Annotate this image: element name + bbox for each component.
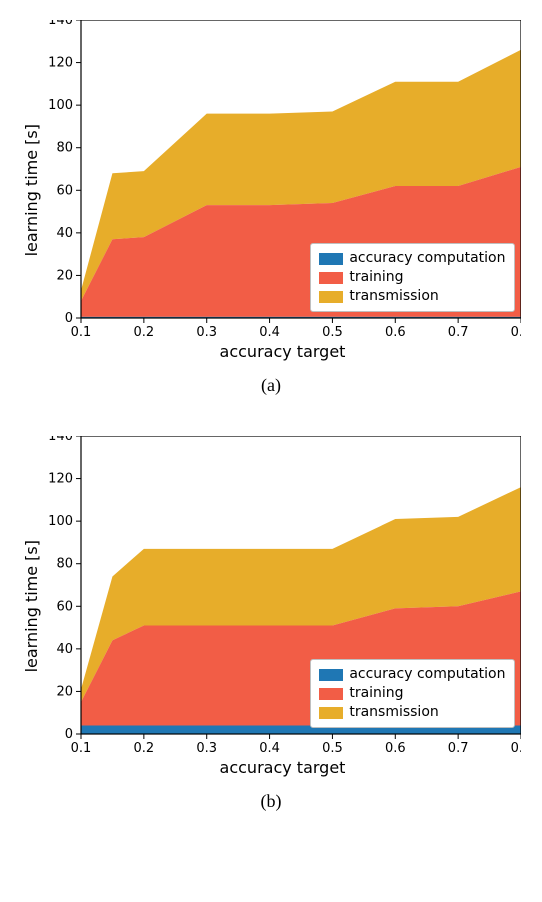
chart-a-legend-swatch: [319, 272, 343, 284]
chart-a-xtick-label: 0.1: [70, 325, 91, 340]
chart-a-ytick-label: 40: [56, 226, 73, 241]
chart-a-legend-item: transmission: [319, 287, 505, 306]
chart-a-ytick-label: 120: [48, 56, 73, 71]
chart-b-legend-swatch: [319, 688, 343, 700]
chart-a-ytick-label: 20: [56, 268, 73, 283]
chart-a-legend-swatch: [319, 253, 343, 265]
chart-b-xtick-label: 0.1: [70, 741, 91, 756]
chart-b-xtick-label: 0.7: [447, 741, 468, 756]
chart-a-plot-col: 0.1 0.2 0.3 0.4 0.5 0.6 0.7 0.8 0 20 40 60 80 100 120 1…: [45, 20, 521, 361]
chart-b-caption: (b): [261, 791, 282, 812]
chart-a-xtick-label: 0.5: [322, 325, 343, 340]
chart-a-svg-holder: 0.1 0.2 0.3 0.4 0.5 0.6 0.7 0.8 0 20 40 60 80 100 120 1…: [45, 20, 521, 340]
chart-b-xtick-label: 0.4: [259, 741, 280, 756]
chart-a-xtick-label: 0.3: [196, 325, 217, 340]
chart-b-ytick-label: 40: [56, 642, 73, 657]
chart-b-ytick-label: 120: [48, 472, 73, 487]
chart-a-ytick-label: 80: [56, 141, 73, 156]
chart-a-xlabel: accuracy target: [45, 342, 521, 361]
chart-a-legend-item: accuracy computation: [319, 249, 505, 268]
chart-b-ytick-label: 100: [48, 514, 73, 529]
chart-b-legend-item: transmission: [319, 703, 505, 722]
chart-a-xtick-label: 0.8: [510, 325, 520, 340]
chart-b-xlabel: accuracy target: [45, 758, 521, 777]
chart-a-ytick-label: 0: [64, 311, 72, 326]
chart-a-legend-label: training: [349, 268, 403, 287]
chart-a-ytick-label: 60: [56, 183, 73, 198]
chart-a-caption: (a): [261, 375, 281, 396]
chart-b-xtick-label: 0.8: [510, 741, 520, 756]
chart-b-xtick-label: 0.3: [196, 741, 217, 756]
chart-b-ytick-label: 20: [56, 684, 73, 699]
chart-b-ytick-label: 0: [64, 727, 72, 742]
chart-a-ytick-label: 100: [48, 98, 73, 113]
chart-a: learning time [s] 0.10.20.30.40.50.60.70…: [15, 20, 527, 396]
chart-b-plot-col: 0.1 0.2 0.3 0.4 0.5 0.6 0.7 0.8 0 20 40 60 80 100 120 1…: [45, 436, 521, 777]
chart-b-legend-swatch: [319, 707, 343, 719]
chart-a-legend-label: transmission: [349, 287, 438, 306]
chart-a-plot-outer: learning time [s] 0.10.20.30.40.50.60.70…: [22, 20, 521, 361]
chart-b-legend-label: transmission: [349, 703, 438, 722]
chart-b-ytick-label: 60: [56, 599, 73, 614]
chart-a-xtick-label: 0.7: [447, 325, 468, 340]
chart-b-legend-label: accuracy computation: [349, 665, 505, 684]
chart-b-xtick-label: 0.5: [322, 741, 343, 756]
chart-b-legend-swatch: [319, 669, 343, 681]
chart-b: learning time [s] 0.10.20.30.40.50.60.70…: [15, 436, 527, 812]
chart-b-legend: accuracy computationtrainingtransmission: [310, 659, 514, 728]
chart-a-legend: accuracy computationtrainingtransmission: [310, 243, 514, 312]
chart-a-xtick-label: 0.4: [259, 325, 280, 340]
chart-b-xtick-label: 0.6: [384, 741, 405, 756]
chart-a-legend-item: training: [319, 268, 505, 287]
chart-b-legend-label: training: [349, 684, 403, 703]
chart-b-legend-item: training: [319, 684, 505, 703]
chart-a-ylabel: learning time [s]: [22, 124, 41, 256]
chart-b-svg-holder: 0.1 0.2 0.3 0.4 0.5 0.6 0.7 0.8 0 20 40 60 80 100 120 1…: [45, 436, 521, 756]
chart-b-ytick-label: 80: [56, 557, 73, 572]
chart-a-xtick-label: 0.2: [133, 325, 154, 340]
chart-a-ytick-label: 140: [48, 20, 73, 28]
chart-b-xtick-label: 0.2: [133, 741, 154, 756]
chart-b-ytick-label: 140: [48, 436, 73, 444]
chart-b-legend-item: accuracy computation: [319, 665, 505, 684]
chart-b-plot-outer: learning time [s] 0.10.20.30.40.50.60.70…: [22, 436, 521, 777]
chart-a-legend-label: accuracy computation: [349, 249, 505, 268]
chart-a-xtick-label: 0.6: [384, 325, 405, 340]
chart-a-legend-swatch: [319, 291, 343, 303]
chart-b-ylabel: learning time [s]: [22, 540, 41, 672]
